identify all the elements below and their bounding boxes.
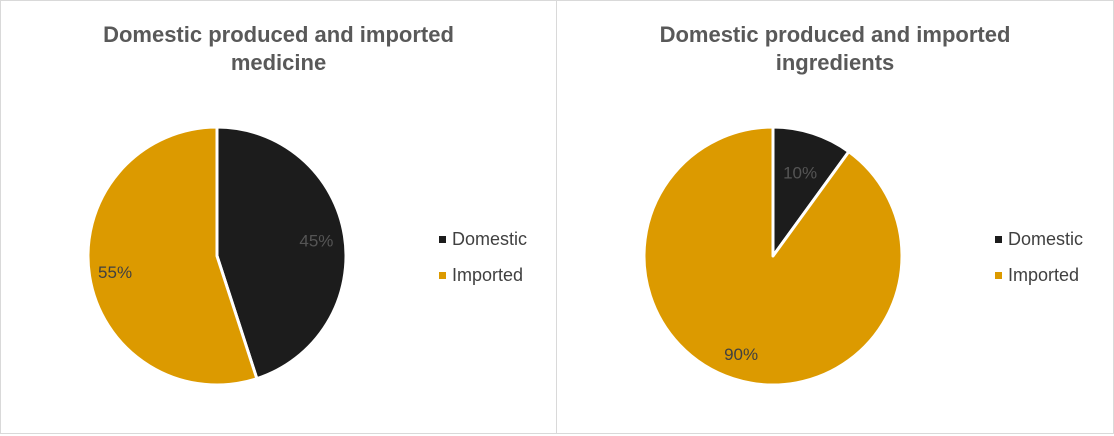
chart-title-line-1: Domestic produced and imported [659,22,1011,47]
chart-ingredients: Domestic produced and imported ingredien… [556,0,1114,434]
chart-title-line-1: Domestic produced and imported [103,22,454,47]
chart-title-line-2: ingredients [775,50,895,75]
legend-label-domestic: Domestic [1008,228,1084,249]
legend: Domestic Imported [995,221,1083,293]
legend: Domestic Imported [439,221,527,293]
data-label-domestic: 10% [783,164,817,183]
legend-swatch-imported [995,271,1002,279]
legend-label-imported: Imported [1008,264,1080,285]
legend-item-imported: Imported [995,257,1083,293]
chart-title-line-2: medicine [230,50,327,75]
legend-swatch-domestic [995,235,1002,243]
data-label-domestic: 45% [299,231,333,250]
legend-label-domestic: Domestic [452,228,528,249]
pie-slice-domestic [771,125,851,258]
legend-label-imported: Imported [452,264,524,285]
data-label-imported: 90% [724,345,758,364]
pie-chart-svg: 10% 90% [642,125,904,387]
pie-slice-imported [642,125,904,387]
pie-chart-svg: 45% 55% [86,125,348,387]
legend-swatch-imported [439,271,446,279]
chart-title: Domestic produced and imported medicine [1,21,556,77]
pie-slice-imported [86,125,259,387]
legend-item-domestic: Domestic [439,221,527,257]
pie-slice-domestic [215,125,348,381]
chart-medicine: Domestic produced and imported medicine … [0,0,557,434]
chart-title: Domestic produced and imported ingredien… [557,21,1113,77]
data-label-imported: 55% [98,263,132,282]
legend-item-imported: Imported [439,257,527,293]
legend-swatch-domestic [439,235,446,243]
legend-item-domestic: Domestic [995,221,1083,257]
